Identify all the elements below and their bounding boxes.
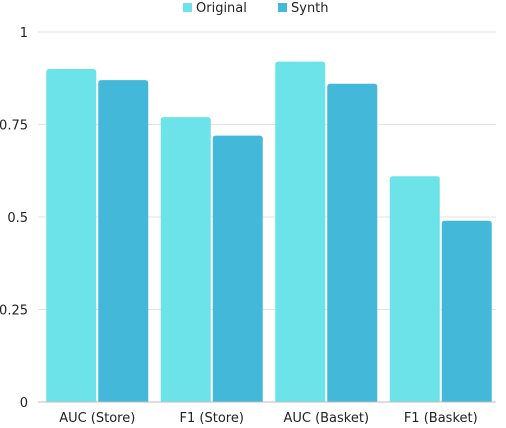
bars (46, 61, 492, 403)
x-category-label: F1 (Basket) (404, 411, 478, 426)
legend-swatch-original (183, 3, 192, 12)
x-category-label: F1 (Store) (180, 411, 244, 426)
legend-label-original: Original (196, 1, 247, 16)
y-tick-label: 0.5 (7, 211, 28, 226)
x-category-label: AUC (Store) (59, 411, 135, 426)
y-tick-label: 0.75 (0, 119, 28, 134)
bar-original-0 (46, 69, 97, 402)
bar-original-3 (389, 176, 440, 402)
y-tick-label: 0.25 (0, 304, 28, 319)
legend-swatch-synth (278, 3, 287, 12)
x-category-label: AUC (Basket) (283, 411, 369, 426)
legend: Original Synth (183, 1, 329, 16)
bar-synth-1 (212, 135, 263, 402)
bar-synth-2 (327, 83, 378, 403)
y-tick-label: 1 (20, 26, 28, 41)
bar-synth-0 (98, 80, 149, 402)
y-axis-ticks: 0 0.25 0.5 0.75 1 (0, 26, 28, 411)
legend-label-synth: Synth (291, 1, 329, 16)
bar-synth-3 (441, 220, 492, 402)
bar-original-1 (160, 117, 211, 402)
bar-original-2 (275, 61, 326, 402)
x-axis-labels: AUC (Store) F1 (Store) AUC (Basket) F1 (Bas… (59, 411, 477, 426)
y-tick-label: 0 (20, 396, 28, 411)
